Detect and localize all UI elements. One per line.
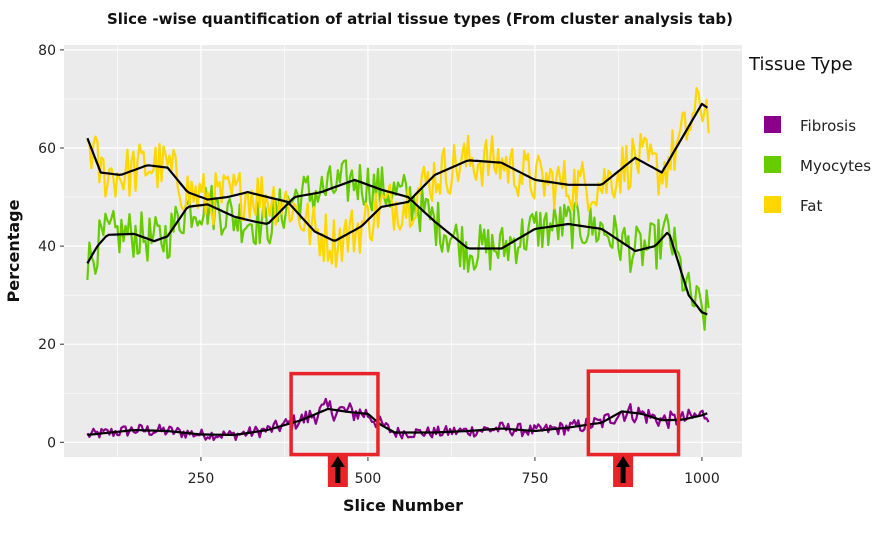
highlight-box	[586, 369, 681, 457]
legend-title: Tissue Type	[748, 54, 853, 75]
smooth-line-fibrosis	[87, 407, 708, 436]
legend-items: Fibrosis Myocytes Fat	[764, 116, 871, 215]
y-tick-label: 40	[38, 239, 56, 255]
y-tick-label: 20	[38, 337, 56, 353]
x-tick-label: 750	[522, 471, 549, 487]
legend-swatch	[764, 156, 781, 173]
legend-item-myocytes: Myocytes	[764, 156, 871, 175]
legend-label: Fat	[800, 197, 822, 215]
highlight-layer	[289, 369, 681, 487]
x-tick-label: 250	[188, 471, 215, 487]
arrow-marker	[327, 453, 348, 487]
x-tick-label: 1000	[684, 471, 720, 487]
arrow-head	[330, 456, 345, 467]
raw-trace-myocytes	[86, 159, 710, 331]
arrow-marker	[613, 453, 634, 487]
legend-swatch	[764, 116, 781, 133]
legend-label: Myocytes	[800, 157, 871, 175]
legend-item-fat: Fat	[764, 196, 822, 215]
raw-trace-fat	[86, 86, 710, 268]
plot-panel	[64, 45, 742, 457]
chart-title: Slice -wise quantification of atrial tis…	[107, 10, 733, 28]
y-tick-label: 0	[47, 435, 56, 451]
arrow-shaft	[620, 465, 626, 483]
legend-item-fibrosis: Fibrosis	[764, 116, 856, 135]
legend-swatch	[764, 196, 781, 213]
smooth-line-fat	[86, 102, 708, 242]
x-axis-title: Slice Number	[343, 496, 463, 515]
legend: Tissue Type Fibrosis Myocytes Fat	[748, 54, 871, 215]
arrow-shaft	[335, 465, 341, 483]
y-tick-label: 60	[38, 141, 56, 157]
legend-label: Fibrosis	[800, 117, 856, 135]
series-fibrosis	[86, 397, 710, 442]
series-myocytes	[86, 159, 710, 331]
smooth-line-myocytes	[86, 178, 708, 316]
raw-trace-fibrosis	[86, 397, 710, 442]
y-axis-title: Percentage	[4, 199, 23, 302]
y-tick-label: 80	[38, 43, 56, 59]
x-tick-label: 500	[355, 471, 382, 487]
series-layer	[86, 86, 710, 442]
arrow-head	[616, 456, 631, 467]
series-fat	[86, 86, 710, 268]
axis-ticks: 250 500 750 1000 0 20 40 60 80	[38, 43, 720, 487]
